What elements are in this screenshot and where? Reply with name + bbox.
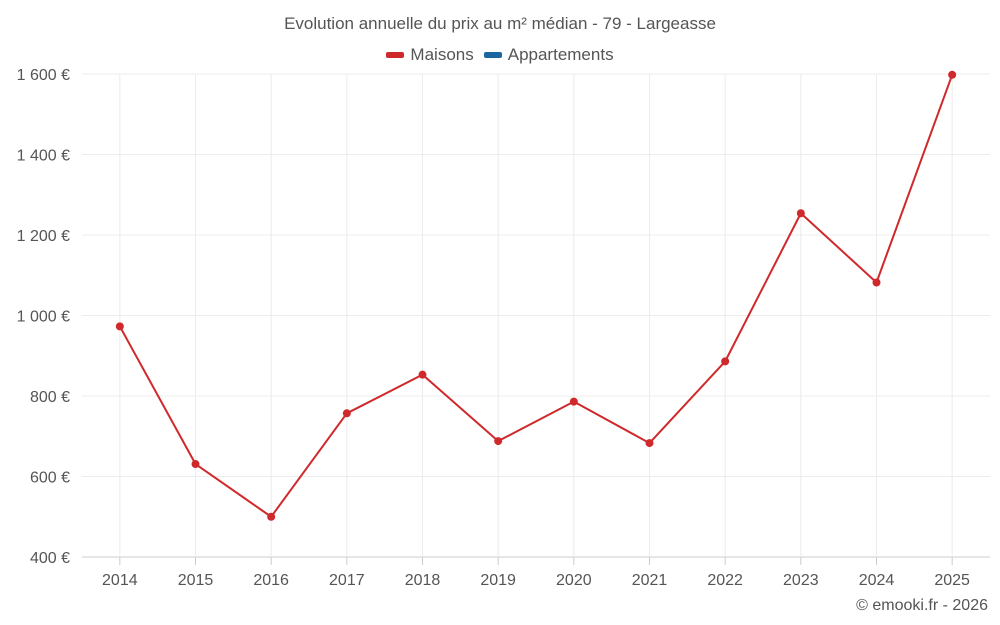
data-point-maisons [267, 512, 276, 521]
y-tick-label: 1 200 € [17, 228, 70, 245]
x-tick-label: 2014 [102, 572, 138, 589]
data-point-maisons [796, 209, 805, 218]
data-point-maisons [418, 370, 427, 379]
chart-legend: Maisons Appartements [0, 45, 1000, 65]
y-tick-label: 1 000 € [17, 309, 70, 326]
data-point-maisons [569, 397, 578, 406]
credit-text: © emooki.fr - 2026 [856, 597, 988, 614]
y-tick-label: 400 € [30, 550, 70, 567]
y-tick-label: 1 600 € [17, 67, 70, 84]
x-tick-label: 2023 [783, 572, 819, 589]
legend-item-appartements[interactable]: Appartements [483, 45, 614, 65]
data-point-maisons [645, 439, 654, 448]
data-point-maisons [948, 70, 957, 79]
x-tick-label: 2015 [178, 572, 214, 589]
x-tick-label: 2019 [480, 572, 516, 589]
x-tick-label: 2021 [632, 572, 668, 589]
legend-item-maisons[interactable]: Maisons [386, 45, 474, 65]
y-tick-label: 600 € [30, 470, 70, 487]
x-tick-label: 2020 [556, 572, 592, 589]
data-point-maisons [872, 278, 881, 287]
data-point-maisons [191, 460, 200, 469]
chart-title: Evolution annuelle du prix au m² médian … [284, 14, 716, 33]
data-point-maisons [115, 322, 124, 331]
legend-swatch-appartements [483, 52, 502, 58]
data-point-maisons [494, 437, 503, 446]
y-tick-label: 1 400 € [17, 148, 70, 165]
legend-swatch-maisons [386, 52, 405, 58]
legend-label-maisons: Maisons [410, 45, 474, 64]
legend-label-appartements: Appartements [507, 45, 614, 64]
x-tick-label: 2018 [405, 572, 441, 589]
x-tick-label: 2017 [329, 572, 365, 589]
series-line-maisons [118, 74, 954, 518]
data-point-maisons [342, 409, 351, 418]
x-tick-label: 2022 [707, 572, 743, 589]
x-tick-label: 2025 [934, 572, 970, 589]
y-tick-label: 800 € [30, 389, 70, 406]
data-point-maisons [721, 357, 730, 366]
x-tick-label: 2016 [253, 572, 289, 589]
x-tick-label: 2024 [859, 572, 895, 589]
